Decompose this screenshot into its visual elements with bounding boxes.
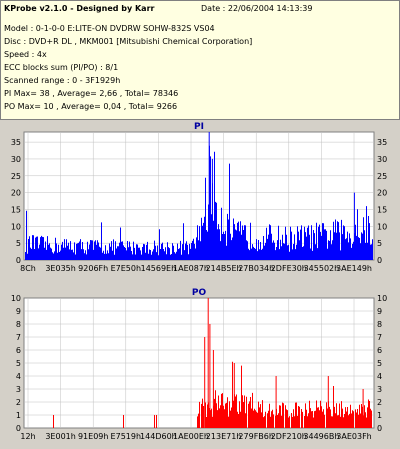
x-tick-label: 27B034h [238, 264, 274, 273]
y-tick-label-left: 7 [16, 333, 21, 342]
y-tick-label-right: 35 [377, 138, 387, 147]
pi-chart-panel: 0 0 5 5 10 10 15 15 20 20 25 25 30 30 35 35 8Ch 3E035h 920… [0, 120, 400, 278]
po-chart-panel: 0 0 1 1 2 2 3 3 4 4 5 5 6 6 7 7 8 8 9 9 10 10 12h 3E001h 91E09h E… [0, 282, 400, 445]
y-tick-label-right: 3 [377, 385, 382, 394]
y-tick-label-right: 8 [377, 320, 382, 329]
info-po-stats: PO Max= 10 , Average= 0,04 , Total= 9266 [4, 102, 178, 111]
y-tick-label-right: 30 [377, 155, 387, 164]
y-tick-label-right: 5 [377, 239, 382, 248]
y-tick-label-left: 10 [11, 294, 21, 303]
y-tick-label-right: 6 [377, 346, 382, 355]
y-tick-label-right: 5 [377, 359, 382, 368]
x-tick-label: 1AE087h [173, 264, 209, 273]
y-tick-label-left: 3 [16, 385, 21, 394]
x-tick-label: 12h [20, 432, 35, 441]
pi-series-bars [25, 132, 373, 260]
chart-title: PO [192, 288, 207, 298]
y-tick-label-right: 25 [377, 172, 387, 181]
y-tick-label-right: 1 [377, 411, 382, 420]
y-tick-label-right: 0 [377, 424, 382, 433]
info-range: Scanned range : 0 - 3F1929h [4, 76, 121, 85]
x-tick-label: 144D60h [140, 432, 177, 441]
x-tick-label: E7519h [111, 432, 141, 441]
y-tick-label-left: 5 [16, 359, 21, 368]
info-pi-stats: PI Max= 38 , Average= 2,66 , Total= 7834… [4, 89, 179, 98]
y-tick-label-right: 0 [377, 256, 382, 265]
y-tick-label-left: 6 [16, 346, 21, 355]
x-tick-label: 3AE03Fh [336, 432, 371, 441]
info-speed: Speed : 4x [4, 50, 47, 59]
y-tick-label-right: 2 [377, 398, 382, 407]
po-series-bars [53, 298, 372, 428]
y-tick-label-right: 4 [377, 372, 382, 381]
info-panel: KProbe v2.1.0 - Designed by Karr Date : … [0, 0, 400, 120]
y-tick-label-right: 7 [377, 333, 382, 342]
y-tick-label-right: 15 [377, 205, 387, 214]
y-tick-label-left: 0 [16, 256, 21, 265]
chart-title: PI [194, 122, 204, 132]
x-tick-label: 3E035h [45, 264, 75, 273]
y-tick-label-left: 5 [16, 239, 21, 248]
y-tick-label-left: 10 [11, 222, 21, 231]
x-tick-label: 3AE149h [336, 264, 372, 273]
pi-chart: 0 0 5 5 10 10 15 15 20 20 25 25 30 30 35 35 8Ch 3E035h 920… [11, 122, 387, 273]
y-tick-label-right: 10 [377, 222, 387, 231]
y-tick-label-left: 2 [16, 398, 21, 407]
y-tick-label-left: 20 [11, 189, 21, 198]
x-tick-label: 279FB6h [238, 432, 274, 441]
info-model: Model : 0-1-0-0 E:LITE-ON DVDRW SOHW-832… [4, 24, 215, 33]
x-tick-label: 14569Eh [141, 264, 177, 273]
x-tick-label: E7E50h [111, 264, 141, 273]
y-tick-label-left: 9 [16, 307, 21, 316]
x-tick-label: 3E001h [45, 432, 75, 441]
y-tick-label-right: 9 [377, 307, 382, 316]
y-tick-label-left: 1 [16, 411, 21, 420]
y-tick-label-left: 4 [16, 372, 21, 381]
x-tick-label: 214B5Eh [206, 264, 242, 273]
y-tick-label-right: 10 [377, 294, 387, 303]
info-ecc: ECC blocks sum (PI/PO) : 8/1 [4, 63, 119, 72]
x-tick-label: 213E71h [206, 432, 242, 441]
x-tick-label: 34496Bh [303, 432, 339, 441]
y-tick-label-left: 0 [16, 424, 21, 433]
y-tick-label-left: 8 [16, 320, 21, 329]
x-tick-label: 9206Fh [78, 264, 108, 273]
x-tick-label: 8Ch [20, 264, 36, 273]
y-tick-label-left: 35 [11, 138, 21, 147]
x-tick-label: 345502h [304, 264, 340, 273]
app-title: KProbe v2.1.0 - Designed by Karr [4, 4, 155, 13]
scan-date: Date : 22/06/2004 14:13:39 [201, 4, 313, 13]
y-tick-label-left: 30 [11, 155, 21, 164]
x-tick-label: 91E09h [78, 432, 108, 441]
po-chart: 0 0 1 1 2 2 3 3 4 4 5 5 6 6 7 7 8 8 9 9 10 10 12h 3E001h 91E09h E… [11, 288, 387, 441]
x-tick-label: 2DF210h [271, 432, 307, 441]
x-tick-label: 1AE00Eh [173, 432, 209, 441]
y-tick-label-right: 20 [377, 189, 387, 198]
x-tick-label: 2DFE30h [271, 264, 307, 273]
y-tick-label-left: 15 [11, 205, 21, 214]
y-tick-label-left: 25 [11, 172, 21, 181]
info-disc: Disc : DVD+R DL , MKM001 [Mitsubishi Che… [4, 37, 253, 46]
